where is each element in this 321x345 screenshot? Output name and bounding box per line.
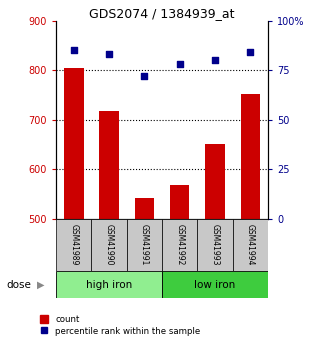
Point — [71, 48, 76, 53]
Text: low iron: low iron — [195, 280, 236, 289]
Text: dose: dose — [6, 280, 31, 289]
Bar — [56, 271, 162, 298]
Point — [213, 58, 218, 63]
Bar — [135, 198, 154, 219]
Text: GSM41991: GSM41991 — [140, 224, 149, 266]
Bar — [197, 219, 233, 271]
Bar — [127, 219, 162, 271]
Legend: count, percentile rank within the sample: count, percentile rank within the sample — [36, 312, 204, 339]
Bar — [91, 219, 127, 271]
Bar — [241, 94, 260, 219]
Point — [107, 52, 112, 57]
Bar — [64, 68, 83, 219]
Bar — [162, 219, 197, 271]
Text: GSM41989: GSM41989 — [69, 224, 78, 266]
Text: GSM41990: GSM41990 — [105, 224, 114, 266]
Bar — [56, 219, 91, 271]
Text: ▶: ▶ — [37, 280, 44, 289]
Bar — [162, 271, 268, 298]
Title: GDS2074 / 1384939_at: GDS2074 / 1384939_at — [89, 7, 235, 20]
Text: GSM41994: GSM41994 — [246, 224, 255, 266]
Point — [142, 73, 147, 79]
Point — [177, 62, 182, 67]
Point — [248, 50, 253, 55]
Bar — [233, 219, 268, 271]
Text: GSM41992: GSM41992 — [175, 224, 184, 266]
Text: GSM41993: GSM41993 — [211, 224, 220, 266]
Bar — [205, 144, 225, 219]
Text: high iron: high iron — [86, 280, 132, 289]
Bar — [170, 185, 189, 219]
Bar — [100, 111, 119, 219]
